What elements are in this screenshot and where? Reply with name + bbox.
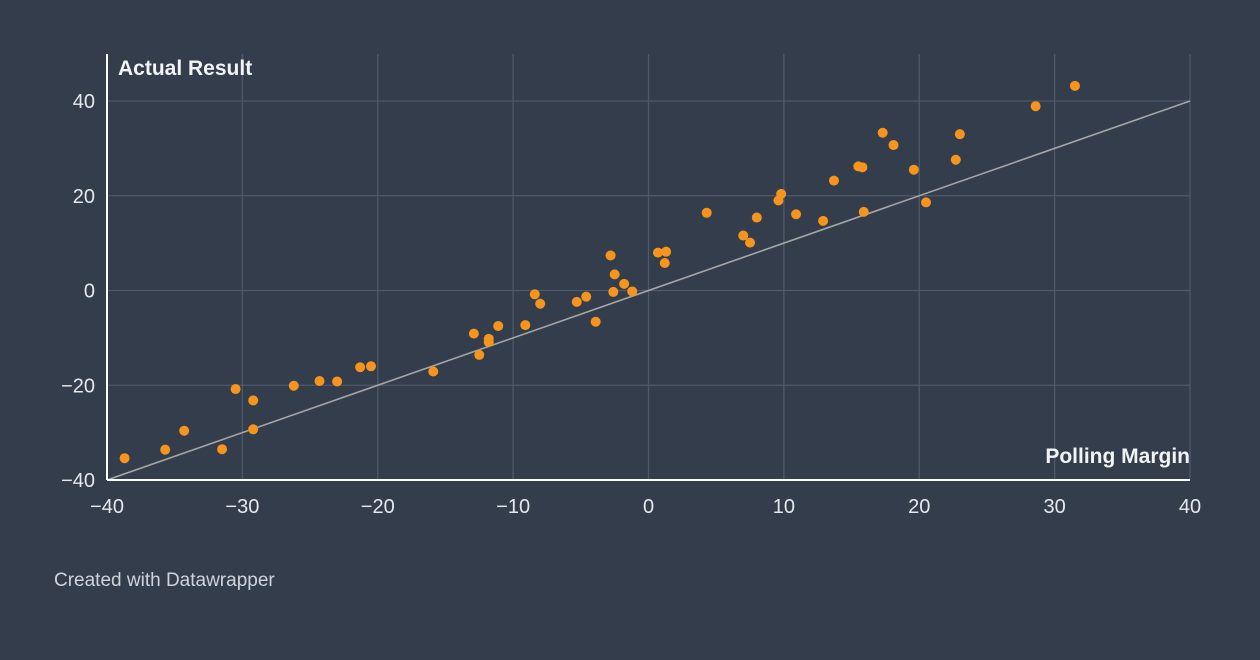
data-point xyxy=(791,209,802,220)
x-tick-label: −10 xyxy=(496,496,530,518)
data-point xyxy=(248,395,259,406)
data-point xyxy=(659,258,670,269)
data-point xyxy=(355,362,366,373)
x-tick-label: 20 xyxy=(908,496,930,518)
x-tick-label: −20 xyxy=(361,496,395,518)
data-point xyxy=(474,349,485,360)
data-point xyxy=(738,230,749,241)
data-point xyxy=(535,298,546,309)
data-point xyxy=(608,286,619,297)
data-point xyxy=(590,316,601,327)
data-point xyxy=(483,337,494,348)
data-point xyxy=(701,207,712,218)
data-point xyxy=(248,424,259,435)
data-point xyxy=(609,269,620,280)
x-tick-label: −40 xyxy=(90,496,124,518)
x-axis-title: Polling Margin xyxy=(1045,445,1190,468)
data-point xyxy=(493,321,504,332)
x-tick-label: 0 xyxy=(643,496,654,518)
data-point xyxy=(217,444,228,455)
data-point xyxy=(950,154,961,165)
y-axis-title: Actual Result xyxy=(118,57,252,80)
data-point xyxy=(468,328,479,339)
data-point xyxy=(571,296,582,307)
data-point xyxy=(605,250,616,261)
x-tick-label: −30 xyxy=(225,496,259,518)
data-point xyxy=(179,425,190,436)
y-tick-label: −20 xyxy=(61,375,95,397)
scatter-chart: −40 −30 −20 −10 0 10 20 30 40 −40 −20 0 20 40 Actual … xyxy=(61,54,1201,518)
data-point xyxy=(627,286,638,297)
data-point xyxy=(520,320,531,331)
data-point xyxy=(818,215,829,226)
data-point xyxy=(776,188,787,199)
x-tick-label: 40 xyxy=(1179,496,1201,518)
points xyxy=(119,80,1080,464)
data-point xyxy=(1030,101,1041,112)
y-tick-label: 40 xyxy=(73,91,95,113)
data-point xyxy=(921,197,932,208)
data-point xyxy=(877,127,888,138)
data-point xyxy=(745,237,756,248)
data-point xyxy=(160,444,171,455)
y-tick-label: 0 xyxy=(84,281,95,303)
data-point xyxy=(314,375,325,386)
data-point xyxy=(857,162,868,173)
data-point xyxy=(652,247,663,258)
footer-credit: Created with Datawrapper xyxy=(54,570,275,591)
data-point xyxy=(332,376,343,387)
data-point xyxy=(365,361,376,372)
data-point xyxy=(661,246,672,257)
data-point xyxy=(119,453,130,464)
grid xyxy=(107,54,1191,480)
data-point xyxy=(828,175,839,186)
data-point xyxy=(619,278,630,289)
y-tick-label: −40 xyxy=(61,470,95,492)
data-point xyxy=(1069,80,1080,91)
data-point xyxy=(858,206,869,217)
x-tick-label: 10 xyxy=(773,496,795,518)
data-point xyxy=(908,164,919,175)
data-point xyxy=(888,140,899,151)
data-point xyxy=(428,366,439,377)
reference-line xyxy=(106,100,1191,481)
reference-line-layer xyxy=(106,100,1191,481)
x-tick-label: 30 xyxy=(1044,496,1066,518)
data-point xyxy=(751,212,762,223)
y-tick-label: 20 xyxy=(73,186,95,208)
data-point xyxy=(529,289,540,300)
data-point xyxy=(288,380,299,391)
data-point xyxy=(230,384,241,395)
data-point xyxy=(581,291,592,302)
axes: −40 −30 −20 −10 0 10 20 30 40 −40 −20 0 20 40 xyxy=(61,54,1201,518)
data-point xyxy=(954,129,965,140)
